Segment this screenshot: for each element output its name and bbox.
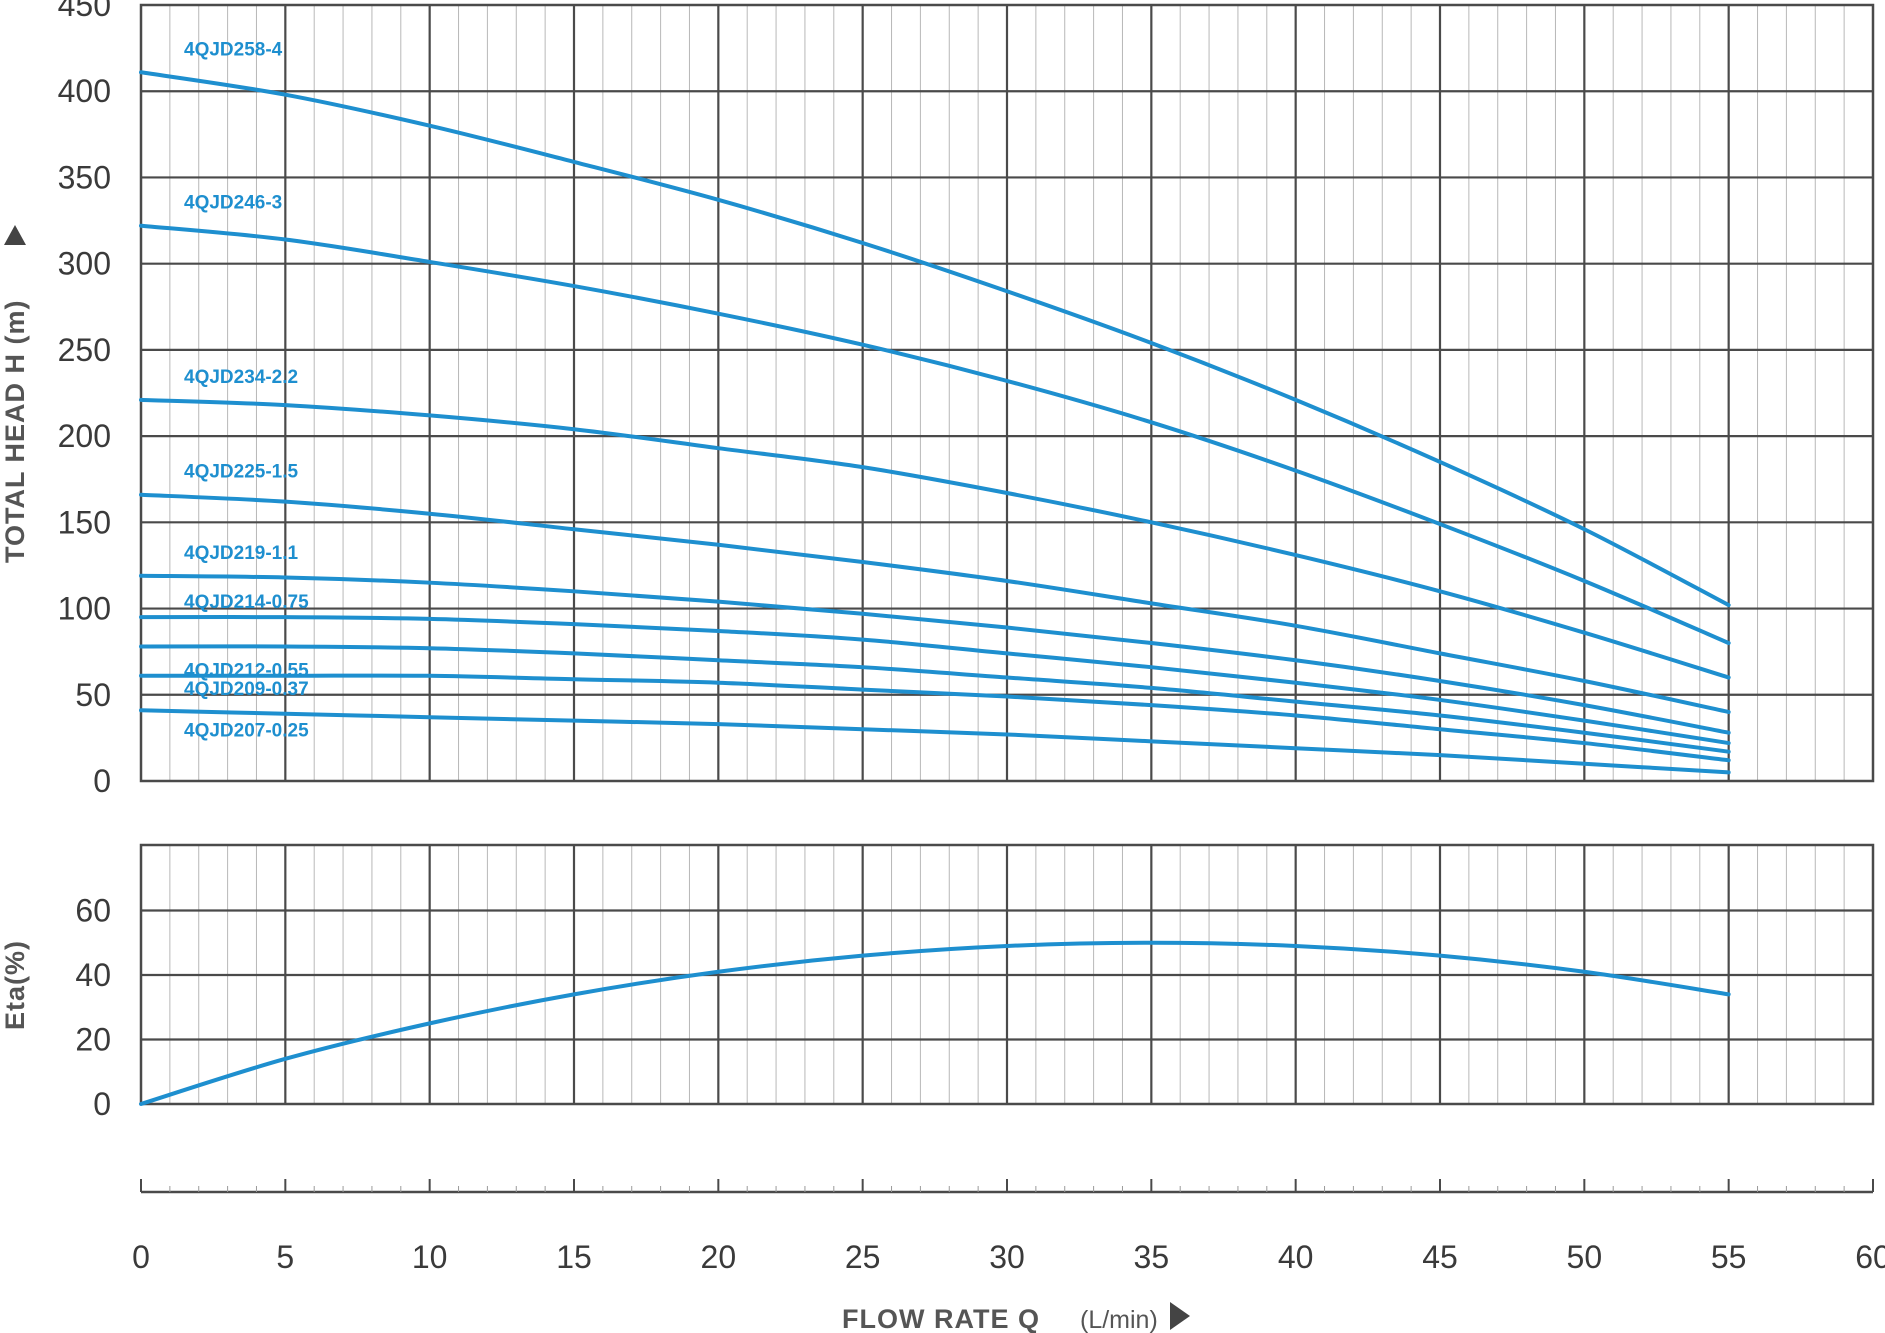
head-y-tick-label: 150 bbox=[58, 504, 111, 540]
head-curve-4qjd258-4 bbox=[139, 70, 1731, 608]
head-chart-grid bbox=[139, 3, 1875, 783]
head-plot-frame bbox=[139, 3, 1875, 783]
head-curve-4qjd246-3 bbox=[139, 223, 1731, 646]
y-axis-title-head: TOTAL HEAD H (m) bbox=[0, 300, 30, 564]
x-axis: 0 5 10 15 20 25 30 35 40 45 50 55 60 bbox=[132, 1179, 1885, 1275]
head-y-tick-label: 400 bbox=[58, 73, 111, 109]
x-axis-unit: (L/min) bbox=[1080, 1306, 1158, 1333]
head-curve-4qjd214-0.75 bbox=[139, 615, 1731, 746]
x-tick-label: 35 bbox=[1134, 1239, 1170, 1275]
head-curve-4qjd207-0.25 bbox=[139, 708, 1731, 775]
head-curve-4qjd212-0.55 bbox=[139, 644, 1731, 754]
series-label: 4QJD246-3 bbox=[184, 193, 282, 214]
series-label: 4QJD214-0.75 bbox=[184, 592, 309, 613]
x-axis-arrow-icon bbox=[1170, 1302, 1190, 1330]
eta-y-tick-label: 20 bbox=[75, 1022, 111, 1058]
x-tick-label: 60 bbox=[1855, 1239, 1885, 1275]
eta-chart-grid bbox=[139, 843, 1875, 1106]
head-y-tick-label: 250 bbox=[58, 332, 111, 368]
y-axis-title-eta: Eta(%) bbox=[0, 940, 30, 1030]
x-tick-label: 30 bbox=[989, 1239, 1025, 1275]
head-y-tick-label: 450 bbox=[58, 0, 111, 23]
head-y-tick-label: 350 bbox=[58, 159, 111, 195]
head-y-tick-label: 0 bbox=[93, 763, 111, 799]
chart-labels: 0 50 100 150 200 250 300 350 400 450 0 20 40 60 4QJD25… bbox=[58, 0, 309, 1122]
eta-y-tick-label: 40 bbox=[75, 957, 111, 993]
x-tick-label: 15 bbox=[556, 1239, 592, 1275]
head-y-tick-label: 50 bbox=[75, 677, 111, 713]
x-tick-label: 55 bbox=[1711, 1239, 1747, 1275]
x-tick-label: 45 bbox=[1422, 1239, 1458, 1275]
efficiency-curve bbox=[139, 940, 1731, 1106]
x-tick-label: 0 bbox=[132, 1239, 150, 1275]
series-label: 4QJD219-1.1 bbox=[184, 543, 299, 564]
x-tick-label: 40 bbox=[1278, 1239, 1314, 1275]
eta-y-tick-label: 0 bbox=[93, 1086, 111, 1122]
eta-curves bbox=[139, 940, 1731, 1106]
head-curve-4qjd219-1.1 bbox=[139, 573, 1731, 735]
eta-y-tick-label: 60 bbox=[75, 893, 111, 929]
head-y-tick-label: 200 bbox=[58, 418, 111, 454]
series-label: 4QJD234-2.2 bbox=[184, 367, 298, 388]
head-curves bbox=[139, 70, 1731, 775]
x-tick-label: 25 bbox=[845, 1239, 881, 1275]
series-label: 4QJD207-0.25 bbox=[184, 720, 309, 741]
x-tick-label: 50 bbox=[1567, 1239, 1603, 1275]
x-tick-label: 10 bbox=[412, 1239, 448, 1275]
x-tick-label: 20 bbox=[701, 1239, 737, 1275]
eta-plot-frame bbox=[139, 843, 1875, 1106]
head-curve-4qjd234-2.2 bbox=[139, 397, 1731, 680]
head-y-tick-label: 300 bbox=[58, 246, 111, 282]
series-label: 4QJD209-0.37 bbox=[184, 679, 309, 700]
series-label: 4QJD212-0.55 bbox=[184, 660, 309, 681]
y-axis-arrow-icon bbox=[4, 225, 26, 245]
x-tick-label: 5 bbox=[276, 1239, 294, 1275]
x-axis-title: FLOW RATE Q bbox=[842, 1304, 1040, 1333]
series-label: 4QJD225-1.5 bbox=[184, 462, 299, 483]
series-label: 4QJD258-4 bbox=[184, 39, 283, 60]
head-curve-4qjd225-1.5 bbox=[139, 492, 1731, 715]
head-y-tick-label: 100 bbox=[58, 591, 111, 627]
head-curve-4qjd209-0.37 bbox=[139, 673, 1731, 763]
